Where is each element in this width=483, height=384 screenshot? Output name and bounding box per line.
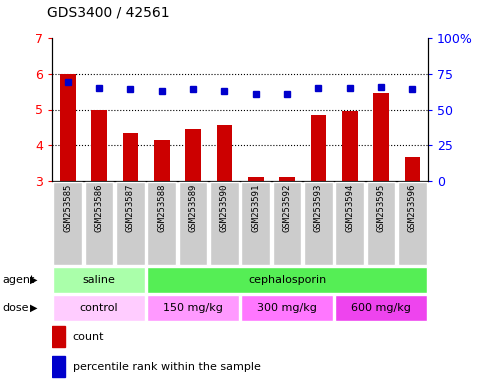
Text: GSM253591: GSM253591 [251,184,260,232]
Text: GSM253594: GSM253594 [345,184,354,232]
Bar [85,182,114,265]
Bar [147,266,427,293]
Bar [311,115,326,181]
Bar [241,295,333,321]
Bar [404,157,420,181]
Bar [210,182,239,265]
Text: 150 mg/kg: 150 mg/kg [163,303,223,313]
Text: GSM253585: GSM253585 [63,184,72,232]
Bar [272,182,301,265]
Text: saline: saline [83,275,115,285]
Text: 600 mg/kg: 600 mg/kg [351,303,411,313]
Bar [304,182,333,265]
Bar [185,129,201,181]
Text: GSM253595: GSM253595 [377,184,385,232]
Bar [154,140,170,181]
Bar [373,93,389,181]
Bar [335,182,364,265]
Bar [342,111,357,181]
Text: ▶: ▶ [30,275,38,285]
Bar [216,125,232,181]
Text: control: control [80,303,118,313]
Text: agent: agent [2,275,34,285]
Bar [147,295,239,321]
Bar [398,182,427,265]
Bar [367,182,396,265]
Bar [241,182,270,265]
Bar [60,74,75,181]
Bar [53,266,145,293]
Bar [91,109,107,181]
Text: GSM253586: GSM253586 [95,184,103,232]
Bar [248,177,264,181]
Bar [116,182,145,265]
Bar [335,295,427,321]
Bar [53,295,145,321]
Bar [279,177,295,181]
Text: percentile rank within the sample: percentile rank within the sample [72,362,260,372]
Bar [123,133,138,181]
Text: GSM253587: GSM253587 [126,184,135,232]
Text: GSM253588: GSM253588 [157,184,166,232]
Text: GSM253593: GSM253593 [314,184,323,232]
Text: GDS3400 / 42561: GDS3400 / 42561 [47,5,170,19]
Text: 300 mg/kg: 300 mg/kg [257,303,317,313]
Text: GSM253589: GSM253589 [188,184,198,232]
Bar [147,182,176,265]
Text: GSM253596: GSM253596 [408,184,417,232]
Bar [179,182,207,265]
Text: dose: dose [2,303,28,313]
Bar [52,326,65,347]
Text: count: count [72,332,104,342]
Bar [52,356,65,377]
Bar [53,182,82,265]
Text: GSM253592: GSM253592 [283,184,292,232]
Text: cephalosporin: cephalosporin [248,275,326,285]
Text: ▶: ▶ [30,303,38,313]
Text: GSM253590: GSM253590 [220,184,229,232]
